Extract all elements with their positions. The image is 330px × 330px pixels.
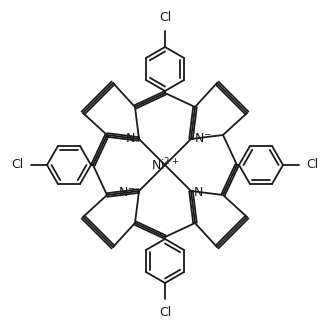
Text: N$^{-}$: N$^{-}$	[118, 185, 136, 199]
Text: Cl: Cl	[306, 158, 318, 172]
Text: N: N	[126, 131, 135, 145]
Text: N: N	[194, 185, 203, 199]
Text: Ni$^{2+}$: Ni$^{2+}$	[151, 157, 179, 173]
Text: Cl: Cl	[159, 306, 171, 319]
Text: N$^{-}$: N$^{-}$	[194, 131, 212, 145]
Text: Cl: Cl	[12, 158, 24, 172]
Text: Cl: Cl	[159, 11, 171, 24]
